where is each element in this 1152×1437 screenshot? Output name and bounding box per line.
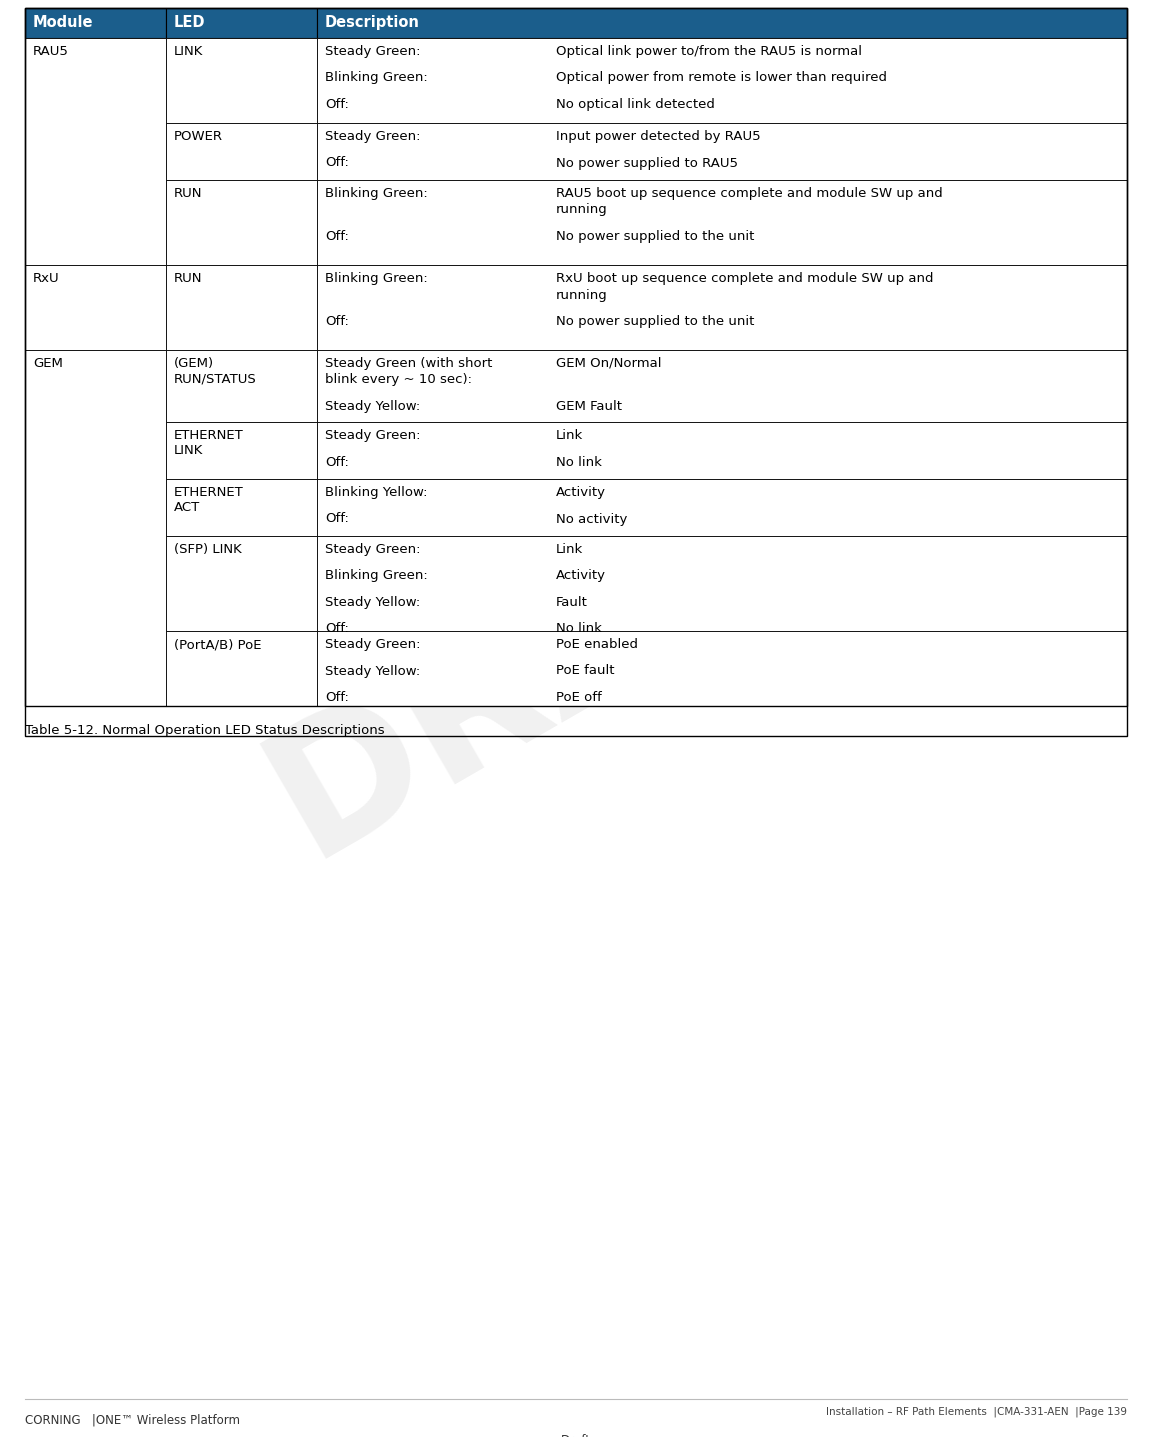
Bar xyxy=(317,180,1127,264)
Text: Blinking Yellow:: Blinking Yellow: xyxy=(325,486,427,499)
Text: Input power detected by RAU5: Input power detected by RAU5 xyxy=(556,129,760,144)
Text: Installation – RF Path Elements  |CMA-331-AEN  |Page 139: Installation – RF Path Elements |CMA-331… xyxy=(826,1407,1127,1417)
Text: Link: Link xyxy=(556,543,583,556)
Text: Draft: Draft xyxy=(561,1434,591,1437)
Text: LED: LED xyxy=(174,14,205,30)
Text: RUN: RUN xyxy=(174,272,203,285)
Bar xyxy=(317,124,1127,180)
Text: Fault: Fault xyxy=(556,596,588,609)
Text: No power supplied to RAU5: No power supplied to RAU5 xyxy=(556,157,738,170)
Bar xyxy=(317,351,1127,422)
Bar xyxy=(317,422,1127,479)
Text: Steady Green:: Steady Green: xyxy=(325,543,420,556)
Text: Steady Green:: Steady Green: xyxy=(325,129,420,144)
Text: Steady Green:: Steady Green: xyxy=(325,45,420,57)
Text: blink every ~ 10 sec):: blink every ~ 10 sec): xyxy=(325,374,472,387)
Bar xyxy=(166,37,317,124)
Bar xyxy=(25,9,166,37)
Text: Off:: Off: xyxy=(325,230,349,243)
Bar xyxy=(166,180,317,264)
Text: Off:: Off: xyxy=(325,622,349,635)
Bar xyxy=(166,479,317,536)
Text: GEM On/Normal: GEM On/Normal xyxy=(556,356,661,369)
Text: No power supplied to the unit: No power supplied to the unit xyxy=(556,230,755,243)
Text: ETHERNET
LINK: ETHERNET LINK xyxy=(174,430,244,457)
Text: Steady Green:: Steady Green: xyxy=(325,638,420,651)
Bar xyxy=(166,422,317,479)
Text: Blinking Green:: Blinking Green: xyxy=(325,272,427,285)
Text: POWER: POWER xyxy=(174,129,223,144)
Text: Steady Yellow:: Steady Yellow: xyxy=(325,596,420,609)
Text: CORNING   |ONE™ Wireless Platform: CORNING |ONE™ Wireless Platform xyxy=(25,1414,240,1427)
Text: Off:: Off: xyxy=(325,98,349,111)
Text: Activity: Activity xyxy=(556,486,606,499)
Text: RxU: RxU xyxy=(33,272,60,285)
Text: Steady Yellow:: Steady Yellow: xyxy=(325,664,420,677)
Bar xyxy=(166,124,317,180)
Text: PoE enabled: PoE enabled xyxy=(556,638,638,651)
Text: PoE fault: PoE fault xyxy=(556,664,614,677)
Text: No power supplied to the unit: No power supplied to the unit xyxy=(556,315,755,328)
Bar xyxy=(25,351,166,706)
Text: Steady Yellow:: Steady Yellow: xyxy=(325,399,420,412)
Text: Off:: Off: xyxy=(325,157,349,170)
Text: GEM Fault: GEM Fault xyxy=(556,399,622,412)
Bar xyxy=(166,351,317,422)
Text: RxU boot up sequence complete and module SW up and: RxU boot up sequence complete and module… xyxy=(556,272,933,285)
Text: No activity: No activity xyxy=(556,513,628,526)
Text: Off:: Off: xyxy=(325,315,349,328)
Text: Off:: Off: xyxy=(325,513,349,526)
Text: Table 5-12. Normal Operation LED Status Descriptions: Table 5-12. Normal Operation LED Status … xyxy=(25,724,385,737)
Bar xyxy=(317,9,1127,37)
Text: ETHERNET
ACT: ETHERNET ACT xyxy=(174,486,244,514)
Text: Optical link power to/from the RAU5 is normal: Optical link power to/from the RAU5 is n… xyxy=(556,45,862,57)
Bar xyxy=(166,631,317,706)
Text: No link: No link xyxy=(556,456,601,468)
Bar xyxy=(317,264,1127,351)
Text: Steady Green:: Steady Green: xyxy=(325,430,420,443)
Text: Blinking Green:: Blinking Green: xyxy=(325,569,427,582)
Text: PoE off: PoE off xyxy=(556,691,601,704)
Bar xyxy=(166,9,317,37)
Text: Blinking Green:: Blinking Green: xyxy=(325,72,427,85)
Bar xyxy=(317,479,1127,536)
Text: running: running xyxy=(556,289,608,302)
Text: Steady Green (with short: Steady Green (with short xyxy=(325,356,492,369)
Bar xyxy=(25,9,1127,736)
Text: Off:: Off: xyxy=(325,456,349,468)
Bar xyxy=(25,37,166,264)
Text: No link: No link xyxy=(556,622,601,635)
Text: DRAFT: DRAFT xyxy=(240,402,912,891)
Text: No optical link detected: No optical link detected xyxy=(556,98,715,111)
Bar xyxy=(317,536,1127,631)
Bar xyxy=(166,536,317,631)
Bar xyxy=(25,9,1127,706)
Text: RAU5 boot up sequence complete and module SW up and: RAU5 boot up sequence complete and modul… xyxy=(556,187,942,200)
Text: Optical power from remote is lower than required: Optical power from remote is lower than … xyxy=(556,72,887,85)
Text: Link: Link xyxy=(556,430,583,443)
Text: Description: Description xyxy=(325,14,420,30)
Text: RAU5: RAU5 xyxy=(33,45,69,57)
Text: LINK: LINK xyxy=(174,45,204,57)
Text: RUN: RUN xyxy=(174,187,203,200)
Text: (SFP) LINK: (SFP) LINK xyxy=(174,543,242,556)
Bar xyxy=(166,264,317,351)
Bar xyxy=(317,631,1127,706)
Text: running: running xyxy=(556,204,608,217)
Text: Module: Module xyxy=(33,14,93,30)
Text: Activity: Activity xyxy=(556,569,606,582)
Text: Off:: Off: xyxy=(325,691,349,704)
Text: (PortA/B) PoE: (PortA/B) PoE xyxy=(174,638,262,651)
Bar xyxy=(25,264,166,351)
Text: GEM: GEM xyxy=(33,356,63,369)
Text: (GEM)
RUN/STATUS: (GEM) RUN/STATUS xyxy=(174,356,257,385)
Bar xyxy=(317,37,1127,124)
Text: Blinking Green:: Blinking Green: xyxy=(325,187,427,200)
